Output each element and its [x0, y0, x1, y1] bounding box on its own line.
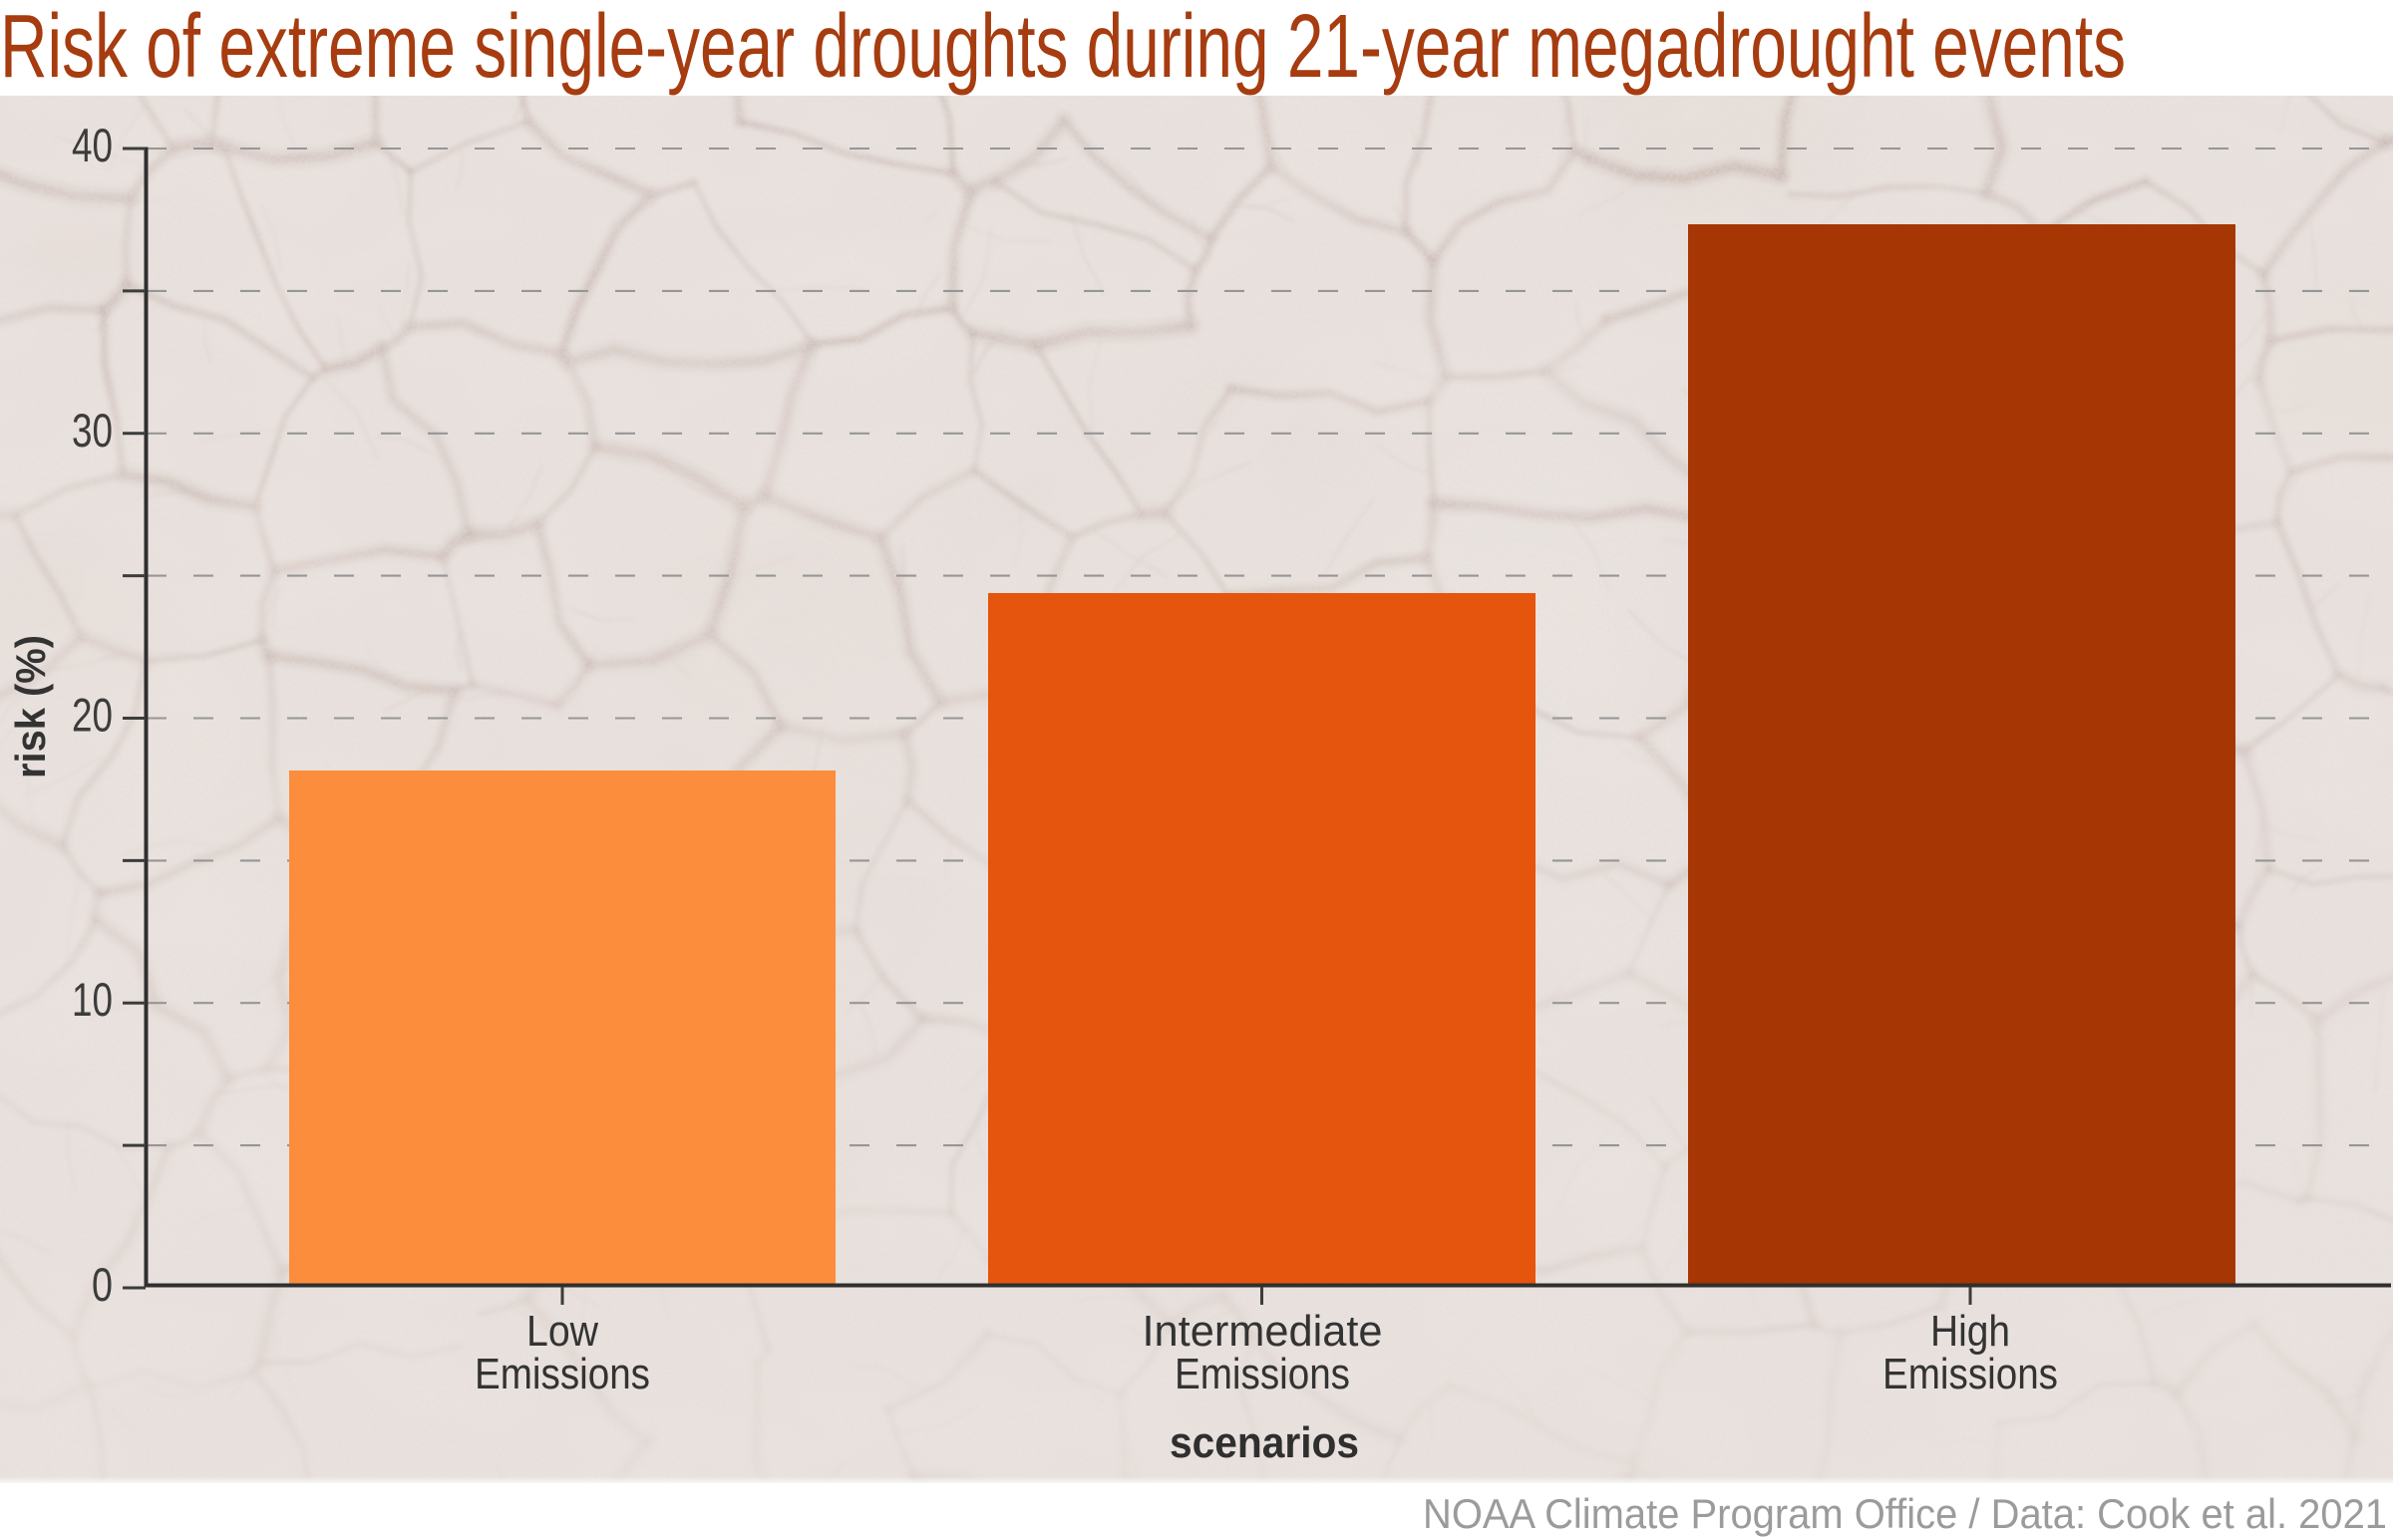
svg-text:20: 20: [72, 689, 113, 742]
svg-text:Emissions: Emissions: [1175, 1350, 1350, 1398]
svg-text:0: 0: [92, 1258, 113, 1311]
svg-text:Low: Low: [526, 1307, 598, 1356]
svg-text:Intermediate: Intermediate: [1143, 1307, 1383, 1356]
svg-text:Emissions: Emissions: [475, 1350, 650, 1398]
svg-text:NOAA Climate Program Office /: NOAA Climate Program Office / Data: Cook…: [1423, 1490, 2387, 1537]
svg-text:30: 30: [72, 404, 113, 457]
svg-text:scenarios: scenarios: [1170, 1418, 1359, 1467]
svg-text:High: High: [1930, 1307, 2010, 1356]
svg-text:40: 40: [72, 119, 113, 171]
svg-text:Risk of extreme single-year dr: Risk of extreme single-year droughts dur…: [0, 0, 2126, 97]
svg-text:10: 10: [72, 973, 113, 1026]
svg-text:risk (%): risk (%): [7, 635, 54, 778]
svg-text:Emissions: Emissions: [1882, 1350, 2058, 1398]
